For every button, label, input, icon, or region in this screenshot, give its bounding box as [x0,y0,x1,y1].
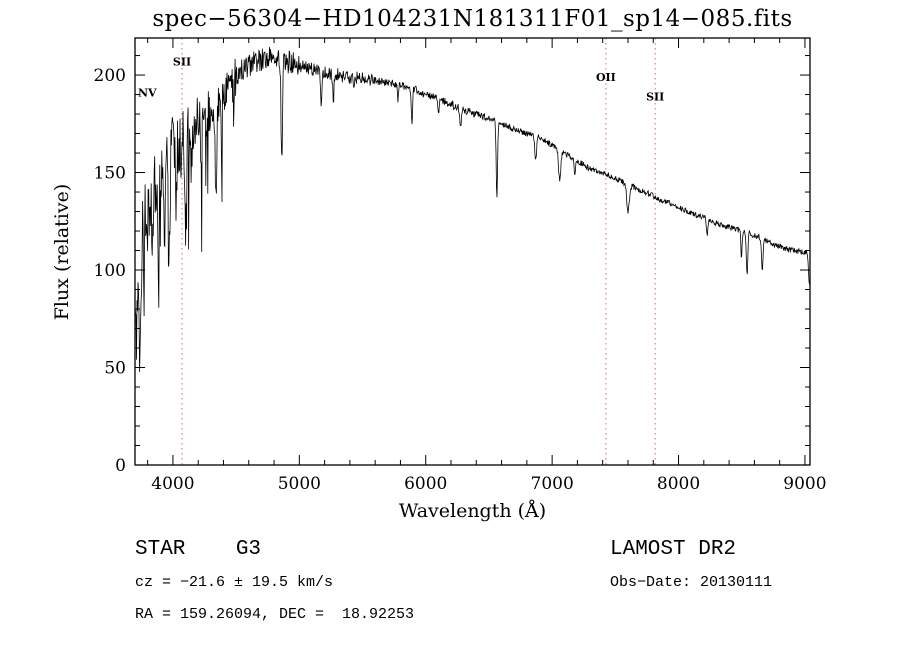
svg-text:7000: 7000 [531,474,574,494]
svg-text:0: 0 [115,456,126,476]
svg-text:NV: NV [138,87,157,100]
svg-text:8000: 8000 [657,474,700,494]
svg-text:6000: 6000 [404,474,447,494]
page-title: spec−56304−HD104231N181311F01_sp14−085.f… [152,6,793,32]
star-class-label: STAR G3 [135,538,262,561]
svg-text:9000: 9000 [783,474,826,494]
svg-text:OII: OII [596,71,616,84]
svg-text:150: 150 [94,164,126,184]
svg-text:SII: SII [646,90,664,103]
y-axis-label: Flux (relative) [51,183,73,321]
svg-text:5000: 5000 [278,474,321,494]
coords-label: RA = 159.26094, DEC = 18.92253 [135,606,415,623]
svg-text:200: 200 [94,66,126,86]
cz-label: cz = −21.6 ± 19.5 km/s [135,574,334,591]
x-axis-label: Wavelength (Å) [398,500,547,522]
svg-text:50: 50 [104,359,126,379]
svg-text:100: 100 [94,261,126,281]
survey-label: LAMOST DR2 [610,538,737,561]
svg-text:4000: 4000 [151,474,194,494]
svg-text:SII: SII [173,55,191,68]
obs-date-label: Obs−Date: 20130111 [610,574,773,591]
